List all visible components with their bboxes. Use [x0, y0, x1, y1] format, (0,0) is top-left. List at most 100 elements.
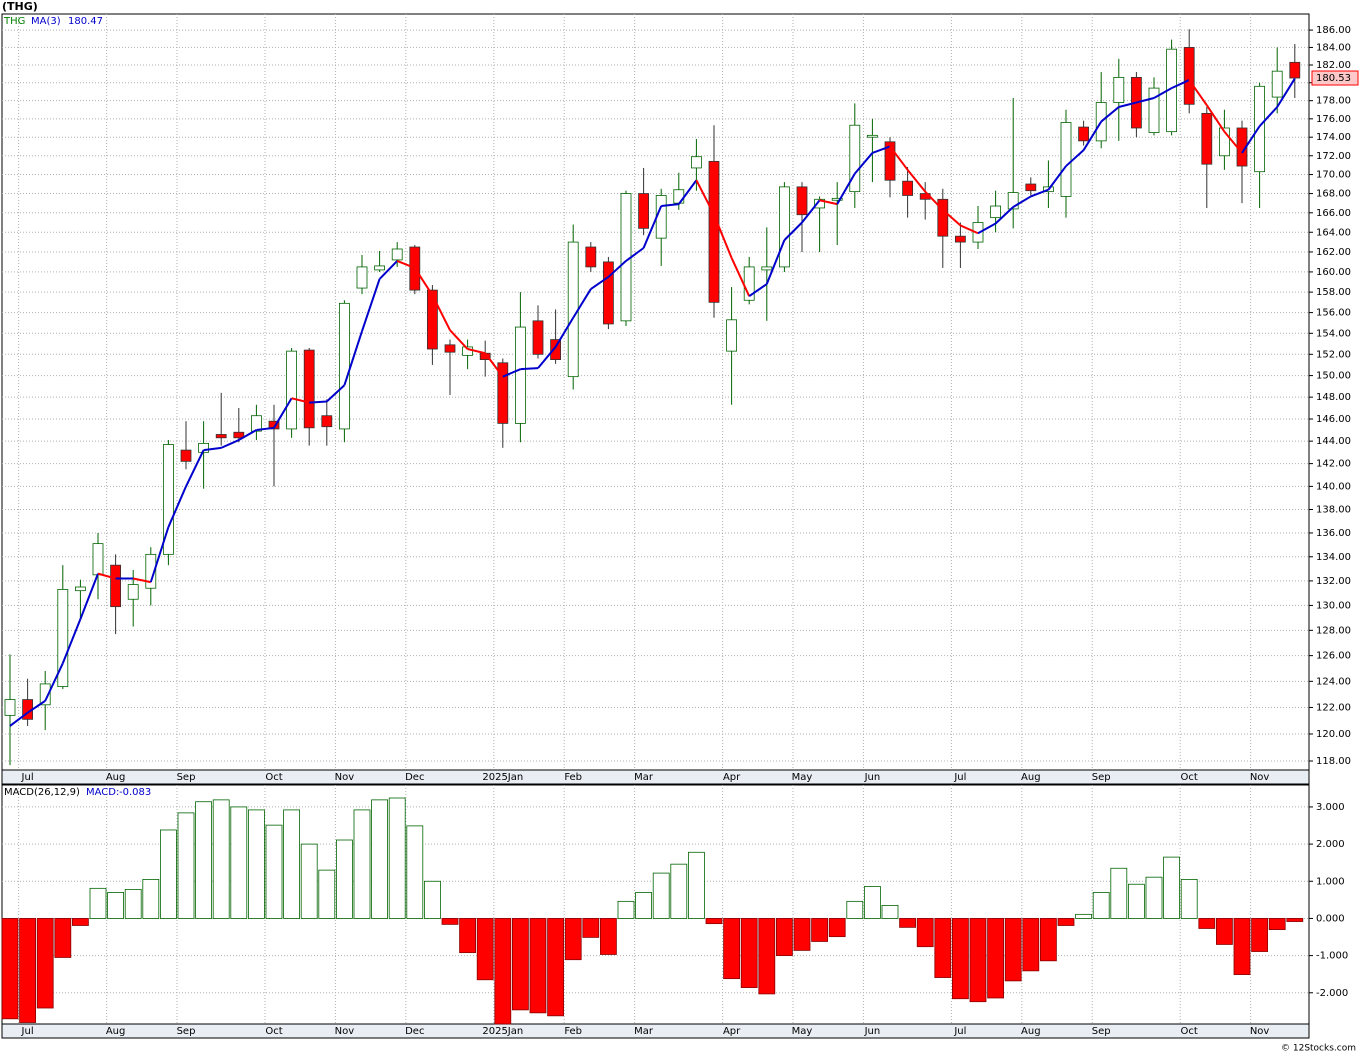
ma-segment [79, 573, 99, 620]
macd-bar [283, 809, 301, 919]
macd-bar [811, 918, 828, 942]
ma-segment [819, 199, 838, 206]
y-tick-label: 134.00 [1316, 552, 1351, 563]
candle-body [286, 350, 298, 430]
x-tick-label: Oct [1181, 772, 1198, 783]
last-price-box [1311, 70, 1359, 86]
candle-body [532, 320, 544, 355]
macd-bar [335, 839, 353, 919]
macd-bar [828, 918, 846, 938]
macd-bar [688, 851, 705, 919]
macd-bar [1216, 918, 1233, 945]
x-tick-label: Aug [106, 1026, 126, 1037]
ma-segment [713, 214, 733, 259]
y-tick-label: 126.00 [1316, 651, 1351, 662]
candle-body [867, 134, 878, 138]
candle-body [708, 160, 720, 303]
macd-bar [1251, 918, 1268, 952]
candle-body [145, 553, 157, 589]
candle-body [162, 444, 174, 555]
x-tick-label: Oct [265, 772, 282, 783]
ma-segment [256, 426, 275, 432]
ma-segment [1136, 97, 1155, 104]
macd-bar [406, 825, 424, 919]
macd-bar [600, 918, 617, 955]
macd-bar [740, 918, 758, 988]
x-tick-label: Sep [1092, 772, 1111, 783]
y-tick-label: 162.00 [1316, 247, 1351, 258]
y-tick-label: 118.00 [1316, 756, 1351, 767]
macd-bar [107, 892, 124, 919]
y-tick-label: 184.00 [1316, 42, 1351, 53]
macd-bar [1110, 867, 1128, 919]
macd-bar [54, 918, 72, 958]
x-tick-label: Sep [177, 1026, 196, 1037]
y-tick-label: 182.00 [1316, 60, 1351, 71]
x-tick-label: Feb [564, 1026, 582, 1037]
ma-segment [484, 352, 504, 378]
macd-bar [1233, 918, 1251, 975]
y-tick-label: 156.00 [1316, 308, 1351, 319]
indicator-title: MACD(26,12,9) [4, 787, 80, 798]
y-tick-label: 142.00 [1316, 459, 1351, 470]
y-tick-label: 132.00 [1316, 576, 1351, 587]
macd-bar [723, 918, 740, 980]
candle-body [1113, 76, 1125, 103]
ma-segment [1082, 121, 1103, 151]
ma-segment [291, 397, 310, 404]
ma-segment [942, 209, 962, 227]
macd-bar [776, 918, 793, 957]
macd-bar [177, 812, 195, 919]
ma-segment [836, 173, 856, 205]
candle-body [39, 683, 51, 706]
candle-body [1219, 127, 1230, 157]
ma-segment [326, 384, 346, 403]
macd-bar [476, 918, 494, 981]
macd-bar [1145, 876, 1163, 919]
candle-body [849, 124, 861, 193]
candle-body [233, 431, 245, 439]
ma-segment [27, 700, 46, 714]
macd-bar [212, 799, 230, 919]
y-tick-label: 152.00 [1316, 349, 1351, 360]
candle-body [814, 198, 825, 209]
macd-bar [1180, 879, 1198, 919]
ma-segment [783, 221, 803, 241]
macd-bar [987, 918, 1004, 999]
ma-segment [554, 317, 575, 348]
ma-segment [167, 486, 187, 528]
ma-name: MA(3) [31, 16, 61, 27]
macd-bar [318, 869, 336, 919]
candle-body [796, 186, 808, 216]
ma-segment [1276, 78, 1296, 108]
ma-segment [132, 577, 152, 584]
candle-body [831, 197, 843, 201]
macd-bar [670, 863, 688, 919]
y-tick-label: 168.00 [1316, 189, 1351, 200]
ma-segment [343, 330, 363, 386]
macd-bar [1040, 918, 1057, 962]
y-tick-label: 172.00 [1316, 151, 1351, 162]
x-tick-label: 2025Jan [482, 1026, 523, 1037]
candle-body [4, 699, 16, 716]
ma-segment [1047, 165, 1067, 191]
macd-bar [952, 918, 969, 1000]
ma-segment [906, 169, 926, 193]
macd-bar [124, 889, 142, 919]
candle-body [884, 141, 896, 181]
last-price: 180.53 [1316, 73, 1351, 84]
ma-segment [642, 205, 663, 249]
y-tick-label: 154.00 [1316, 328, 1351, 339]
ma-segment [309, 400, 327, 404]
x-tick-label: Apr [723, 772, 741, 783]
ma-segment [1065, 149, 1085, 167]
ma-segment [677, 179, 698, 205]
candle-body [127, 584, 139, 600]
y-tick-label: 146.00 [1316, 414, 1351, 425]
ma-segment [238, 429, 257, 441]
y-tick-label: 138.00 [1316, 505, 1351, 516]
macd-bar [705, 918, 723, 925]
ma-segment [607, 260, 627, 278]
ma-segment [502, 368, 521, 378]
